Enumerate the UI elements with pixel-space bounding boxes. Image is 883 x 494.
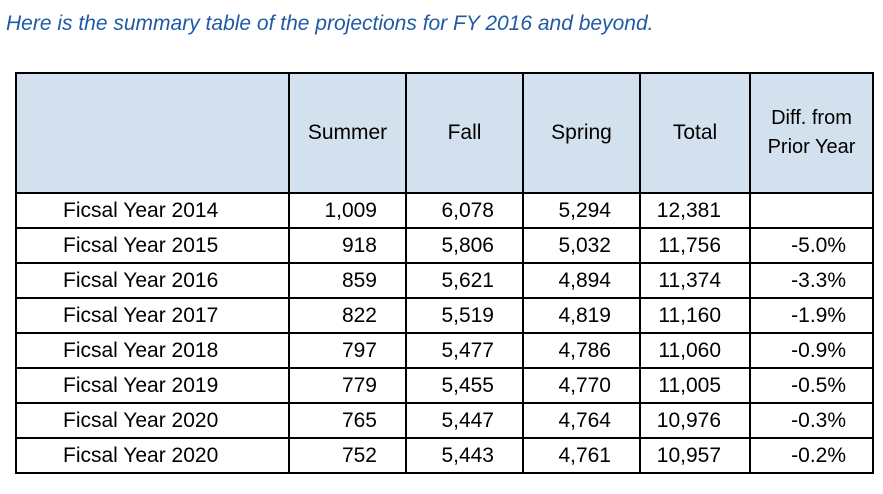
table-body: Ficsal Year 2014 1,009 6,078 5,294 12,381 Fic… xyxy=(15,192,874,474)
year-cell: Ficsal Year 2020 xyxy=(15,402,290,439)
total-cell: 12,381 xyxy=(639,192,751,229)
summer-cell: 1,009 xyxy=(288,192,407,229)
table-row: Ficsal Year 2017 822 5,519 4,819 11,160 -1.9% xyxy=(15,297,874,334)
fall-cell: 5,447 xyxy=(405,402,524,439)
summer-cell: 822 xyxy=(288,297,407,334)
header-total: Total xyxy=(639,72,751,194)
diff-cell: -0.2% xyxy=(749,437,874,474)
total-cell: 11,756 xyxy=(639,227,751,264)
diff-cell: -0.9% xyxy=(749,332,874,369)
spring-cell: 4,770 xyxy=(522,367,641,404)
year-cell: Ficsal Year 2019 xyxy=(15,367,290,404)
spring-cell: 4,764 xyxy=(522,402,641,439)
spring-cell: 5,294 xyxy=(522,192,641,229)
year-cell: Ficsal Year 2014 xyxy=(15,192,290,229)
diff-cell xyxy=(749,192,874,229)
year-cell: Ficsal Year 2018 xyxy=(15,332,290,369)
diff-cell: -5.0% xyxy=(749,227,874,264)
diff-cell: -0.3% xyxy=(749,402,874,439)
spring-cell: 4,761 xyxy=(522,437,641,474)
total-cell: 10,957 xyxy=(639,437,751,474)
header-diff: Diff. from Prior Year xyxy=(749,72,874,194)
summer-cell: 797 xyxy=(288,332,407,369)
fall-cell: 5,477 xyxy=(405,332,524,369)
table-row: Ficsal Year 2015 918 5,806 5,032 11,756 -5.0% xyxy=(15,227,874,264)
table-row: Ficsal Year 2020 752 5,443 4,761 10,957 -0.2% xyxy=(15,437,874,474)
table-row: Ficsal Year 2018 797 5,477 4,786 11,060 -0.9% xyxy=(15,332,874,369)
spring-cell: 4,819 xyxy=(522,297,641,334)
year-cell: Ficsal Year 2020 xyxy=(15,437,290,474)
total-cell: 11,374 xyxy=(639,262,751,299)
total-cell: 10,976 xyxy=(639,402,751,439)
summer-cell: 779 xyxy=(288,367,407,404)
fall-cell: 6,078 xyxy=(405,192,524,229)
summer-cell: 859 xyxy=(288,262,407,299)
spring-cell: 4,786 xyxy=(522,332,641,369)
header-row: Summer Fall Spring Total Diff. from Prio… xyxy=(15,72,874,194)
year-cell: Ficsal Year 2015 xyxy=(15,227,290,264)
intro-text: Here is the summary table of the project… xyxy=(6,12,654,35)
fall-cell: 5,455 xyxy=(405,367,524,404)
table-row: Ficsal Year 2014 1,009 6,078 5,294 12,381 xyxy=(15,192,874,229)
fall-cell: 5,443 xyxy=(405,437,524,474)
header-label-cell xyxy=(15,72,290,194)
diff-cell: -1.9% xyxy=(749,297,874,334)
spring-cell: 5,032 xyxy=(522,227,641,264)
spring-cell: 4,894 xyxy=(522,262,641,299)
total-cell: 11,005 xyxy=(639,367,751,404)
fall-cell: 5,519 xyxy=(405,297,524,334)
table-row: Ficsal Year 2019 779 5,455 4,770 11,005 -0.5% xyxy=(15,367,874,404)
header-spring: Spring xyxy=(522,72,641,194)
fall-cell: 5,806 xyxy=(405,227,524,264)
fall-cell: 5,621 xyxy=(405,262,524,299)
total-cell: 11,160 xyxy=(639,297,751,334)
year-cell: Ficsal Year 2017 xyxy=(15,297,290,334)
header-fall: Fall xyxy=(405,72,524,194)
year-cell: Ficsal Year 2016 xyxy=(15,262,290,299)
total-cell: 11,060 xyxy=(639,332,751,369)
header-summer: Summer xyxy=(288,72,407,194)
summer-cell: 918 xyxy=(288,227,407,264)
table-row: Ficsal Year 2016 859 5,621 4,894 11,374 -3.3% xyxy=(15,262,874,299)
summer-cell: 765 xyxy=(288,402,407,439)
projections-table: Summer Fall Spring Total Diff. from Prio… xyxy=(15,72,874,474)
table-row: Ficsal Year 2020 765 5,447 4,764 10,976 -0.3% xyxy=(15,402,874,439)
diff-cell: -3.3% xyxy=(749,262,874,299)
diff-cell: -0.5% xyxy=(749,367,874,404)
summer-cell: 752 xyxy=(288,437,407,474)
